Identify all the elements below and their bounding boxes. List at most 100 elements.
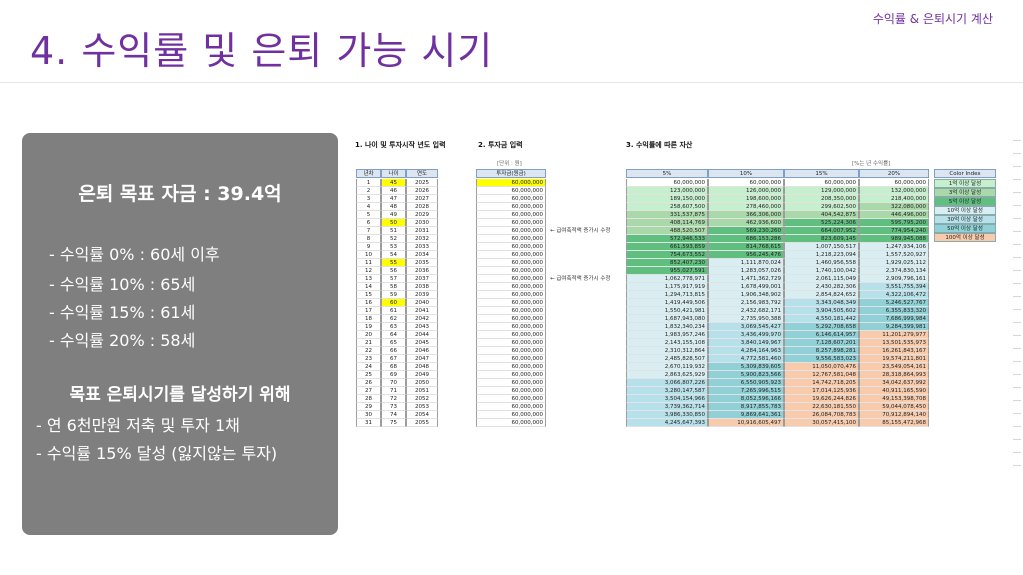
asset-15-cell: 2,430,282,306 [784,283,859,291]
asset-15-cell: 129,000,000 [784,187,859,195]
year-no-cell: 1 [356,179,381,187]
year-cell: 2026 [406,187,438,195]
year-cell: 2040 [406,299,438,307]
asset-20-cell: 6,355,833,320 [859,307,929,315]
age-cell: 70 [381,379,406,387]
tick-mark [1013,374,1021,375]
asset-15-cell: 7,128,607,201 [784,339,859,347]
goal-text: 은퇴 목표 자금 : 39.4억 [78,183,282,205]
asset-10-cell: 1,471,362,729 [708,275,784,283]
asset-5-cell: 3,986,330,850 [626,411,708,419]
invest-cell: 60,000,000 [476,355,546,363]
asset-5-cell: 3,504,154,966 [626,395,708,403]
year-no-cell: 21 [356,339,381,347]
legend-item: 5억 이상 달성 [934,197,996,206]
asset-5-cell: 123,000,000 [626,187,708,195]
asset-10-cell: 686,153,286 [708,235,784,243]
year-cell: 2043 [406,323,438,331]
invest-cell: 60,000,000 [476,331,546,339]
asset-20-cell: 322,080,000 [859,203,929,211]
asset-20-cell: 11,201,279,977 [859,331,929,339]
asset-5-cell: 60,000,000 [626,179,708,187]
header-rate-10: 10% [708,169,784,178]
asset-10-cell: 956,245,476 [708,251,784,259]
age-cell: 54 [381,251,406,259]
asset-10-cell: 198,600,000 [708,195,784,203]
asset-10-cell: 3,840,149,967 [708,339,784,347]
tick-mark [1013,166,1021,167]
invest-cell: 60,000,000 [476,371,546,379]
tick-mark [1013,244,1021,245]
divider [0,82,1023,83]
asset-15-cell: 299,602,500 [784,203,859,211]
invest-cell: 60,000,000 [476,211,546,219]
asset-15-cell: 1,218,223,094 [784,251,859,259]
year-cell: 2044 [406,331,438,339]
asset-15-cell: 6,146,614,957 [784,331,859,339]
asset-10-cell: 569,230,260 [708,227,784,235]
age-cell: 58 [381,283,406,291]
asset-10-cell: 1,678,499,001 [708,283,784,291]
asset-15-cell: 4,550,181,442 [784,315,859,323]
asset-5-cell: 3,739,362,714 [626,403,708,411]
header-year-no: 년차 [356,169,381,178]
asset-10-cell: 126,000,000 [708,187,784,195]
asset-15-cell: 208,350,000 [784,195,859,203]
asset-10-cell: 1,283,057,026 [708,267,784,275]
year-cell: 2047 [406,355,438,363]
year-cell: 2050 [406,379,438,387]
asset-20-cell: 2,909,796,161 [859,275,929,283]
year-cell: 2034 [406,251,438,259]
asset-20-cell: 7,686,999,984 [859,315,929,323]
age-cell: 71 [381,387,406,395]
asset-10-cell: 10,916,605,497 [708,419,784,427]
age-cell: 46 [381,187,406,195]
asset-20-cell: 23,549,054,161 [859,363,929,371]
year-no-cell: 2 [356,187,381,195]
tick-mark [1013,231,1021,232]
tick-mark [1013,140,1021,141]
age-cell: 62 [381,315,406,323]
asset-15-cell: 1,007,150,517 [784,243,859,251]
invest-cell: 60,000,000 [476,275,546,283]
rate-line: - 수익률 0% : 60세 이후 [49,245,220,264]
age-cell: 55 [381,259,406,267]
asset-5-cell: 2,670,119,932 [626,363,708,371]
tick-mark [1013,296,1021,297]
tick-mark [1013,153,1021,154]
invest-cell: 60,000,000 [476,339,546,347]
year-no-cell: 7 [356,227,381,235]
asset-20-cell: 28,318,864,993 [859,371,929,379]
asset-20-cell: 34,042,637,992 [859,379,929,387]
asset-15-cell: 30,057,415,100 [784,419,859,427]
asset-15-cell: 823,609,145 [784,235,859,243]
tick-mark [1013,439,1021,440]
year-no-cell: 19 [356,323,381,331]
asset-20-cell: 59,044,078,450 [859,403,929,411]
asset-20-cell: 49,153,398,708 [859,395,929,403]
asset-15-cell: 12,767,581,048 [784,371,859,379]
age-cell: 63 [381,323,406,331]
legend-item: 50억 이상 달성 [934,224,996,233]
asset-20-cell: 2,374,830,134 [859,267,929,275]
invest-cell: 60,000,000 [476,315,546,323]
year-no-cell: 25 [356,371,381,379]
header-tag: 수익률 & 은퇴시기 계산 [872,12,993,26]
year-no-cell: 15 [356,291,381,299]
year-cell: 2031 [406,227,438,235]
tick-mark [1013,270,1021,271]
invest-cell: 60,000,000 [476,395,546,403]
year-cell: 2042 [406,315,438,323]
header-age: 나이 [381,169,406,178]
age-cell: 50 [381,219,406,227]
asset-5-cell: 1,983,957,246 [626,331,708,339]
year-no-cell: 16 [356,299,381,307]
spreadsheet: 1. 나이 및 투자시작 년도 입력 2. 투자금 입력 3. 수익률에 따른 … [352,133,1000,480]
tick-mark [1013,192,1021,193]
asset-10-cell: 5,309,839,605 [708,363,784,371]
asset-5-cell: 258,607,500 [626,203,708,211]
asset-15-cell: 60,000,000 [784,179,859,187]
asset-10-cell: 4,772,581,460 [708,355,784,363]
asset-5-cell: 2,485,828,507 [626,355,708,363]
year-no-cell: 18 [356,315,381,323]
